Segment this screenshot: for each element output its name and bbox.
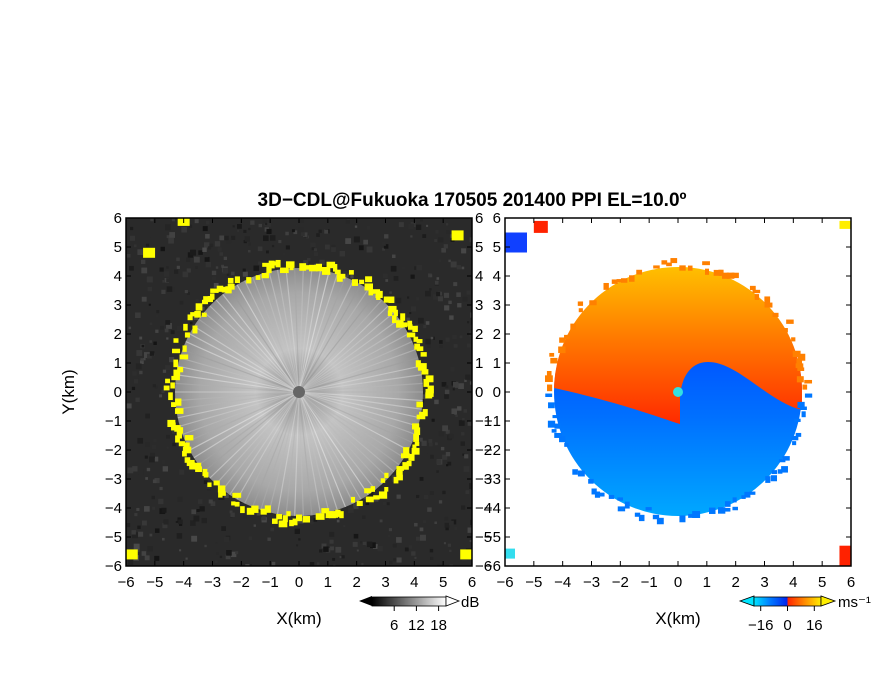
x-tick-label: 3 (381, 574, 389, 591)
y-tick-label-right: −1 (475, 413, 492, 430)
reflectivity-xlabel: X(km) (276, 609, 321, 628)
y-tick-label-right: −2 (475, 442, 492, 459)
y-tick-label: −3 (484, 471, 501, 488)
y-tick-label-right: 1 (475, 355, 483, 372)
colorbar-tick-label: 18 (430, 617, 447, 634)
reflectivity-edge-echo (126, 218, 472, 560)
y-tick-label: 0 (493, 384, 501, 401)
velocity-xlabel: X(km) (655, 609, 700, 628)
x-tick-label: 6 (847, 574, 855, 591)
velocity-colorbar: ms⁻¹ −16 0 16 (738, 594, 871, 634)
y-tick-label-right: −4 (475, 500, 492, 517)
y-tick-label: −4 (484, 500, 501, 517)
x-tick-label: −2 (612, 574, 629, 591)
x-tick-label: −1 (262, 574, 279, 591)
y-tick-label: −1 (484, 413, 501, 430)
x-tick-label: 4 (789, 574, 797, 591)
velocity-corner-echoes (505, 220, 851, 566)
y-tick-label: −5 (484, 529, 501, 546)
y-tick-label-right: 2 (475, 326, 483, 343)
colorbar-tick-label: 0 (783, 617, 791, 634)
x-tick-label: 2 (731, 574, 739, 591)
radar-site-marker (293, 386, 305, 398)
x-tick-label: −6 (496, 574, 513, 591)
colorbar-tick-label: 12 (408, 617, 425, 634)
y-tick-label: 5 (114, 239, 122, 256)
radar-site-marker (673, 387, 683, 397)
y-tick-label-right: 5 (475, 239, 483, 256)
y-tick-label: −5 (105, 529, 122, 546)
y-tick-label: −3 (105, 471, 122, 488)
x-tick-label: 6 (468, 574, 476, 591)
y-tick-label: 1 (493, 355, 501, 372)
x-tick-label: −3 (583, 574, 600, 591)
y-tick-label-right: −5 (475, 529, 492, 546)
x-tick-label: −3 (204, 574, 221, 591)
reflectivity-ylabel: Y(km) (59, 369, 78, 414)
y-tick-label: 2 (493, 326, 501, 343)
reflectivity-axes: −6 −5 −4 −3 −2 −1 0 1 2 3 4 5 6−6 −6−5 −5−4 −4−3 −3−2 −2−… (105, 210, 492, 591)
x-tick-label: 0 (295, 574, 303, 591)
reflectivity-colorbar: dB 6 12 18 (359, 594, 479, 634)
y-tick-label: −6 (105, 558, 122, 575)
y-tick-label: 4 (493, 268, 501, 285)
colorbar-unit: ms⁻¹ (838, 594, 871, 611)
y-tick-label: −2 (484, 442, 501, 459)
y-tick-label: −2 (105, 442, 122, 459)
velocity-echo-receding (554, 266, 803, 424)
y-tick-label: −1 (105, 413, 122, 430)
y-tick-label-right: 6 (475, 210, 483, 227)
velocity-echo-fringe (545, 258, 813, 525)
x-tick-label: −5 (525, 574, 542, 591)
x-tick-label: 3 (760, 574, 768, 591)
colorbar-tick-label: 6 (390, 617, 398, 634)
x-tick-label: 5 (439, 574, 447, 591)
x-tick-label: −5 (146, 574, 163, 591)
reflectivity-rays (175, 268, 423, 516)
y-tick-label-right: −3 (475, 471, 492, 488)
x-tick-label: 1 (703, 574, 711, 591)
y-tick-label-right: 0 (475, 384, 483, 401)
x-tick-label: 2 (352, 574, 360, 591)
y-tick-label: 4 (114, 268, 122, 285)
x-tick-label: −6 (117, 574, 134, 591)
y-tick-label-right: 3 (475, 297, 483, 314)
x-tick-label: −4 (175, 574, 192, 591)
y-tick-label: 1 (114, 355, 122, 372)
y-tick-label: 6 (114, 210, 122, 227)
figure-title: 3D−CDL@Fukuoka 170505 201400 PPI EL=10.0… (258, 190, 687, 211)
x-tick-label: 0 (674, 574, 682, 591)
colorbar-high-arrow (820, 595, 837, 607)
colorbar-low-arrow (359, 596, 372, 606)
y-tick-label: 3 (114, 297, 122, 314)
colorbar-gradient (753, 596, 822, 607)
x-tick-label: 5 (818, 574, 826, 591)
y-tick-label: 5 (493, 239, 501, 256)
x-tick-label: −4 (554, 574, 571, 591)
y-tick-label-right: 4 (475, 268, 483, 285)
velocity-axes: −6 −5 −4 −3 −2 −1 0 1 2 3 4 5 6 −6 −5 −4 −3 −2 −1 0 1 2 3 4 5 6 (484, 210, 855, 591)
y-tick-label: 0 (114, 384, 122, 401)
x-tick-label: −1 (641, 574, 658, 591)
y-tick-label: −4 (105, 500, 122, 517)
colorbar-tick-label: 16 (806, 617, 823, 634)
x-tick-label: 1 (324, 574, 332, 591)
colorbar-gradient (371, 596, 447, 607)
colorbar-unit: dB (461, 594, 479, 611)
colorbar-tick-label: −16 (748, 617, 773, 634)
y-tick-label: 3 (493, 297, 501, 314)
y-tick-label-right: −6 (475, 558, 492, 575)
colorbar-low-arrow (738, 595, 755, 607)
velocity-panel: −6 −5 −4 −3 −2 −1 0 1 2 3 4 5 6 −6 −5 −4 −3 −2 −1 0 1 2 3 4 5 6 X… (484, 210, 871, 634)
y-tick-label: 6 (493, 210, 501, 227)
x-tick-label: 4 (410, 574, 418, 591)
y-tick-label: 2 (114, 326, 122, 343)
reflectivity-panel: −6 −5 −4 −3 −2 −1 0 1 2 3 4 5 6−6 −6−5 −5−4 −4−3 −3−2 −2−… (59, 210, 492, 634)
colorbar-high-arrow (445, 595, 461, 607)
x-tick-label: −2 (233, 574, 250, 591)
y-tick-label: −6 (484, 558, 501, 575)
